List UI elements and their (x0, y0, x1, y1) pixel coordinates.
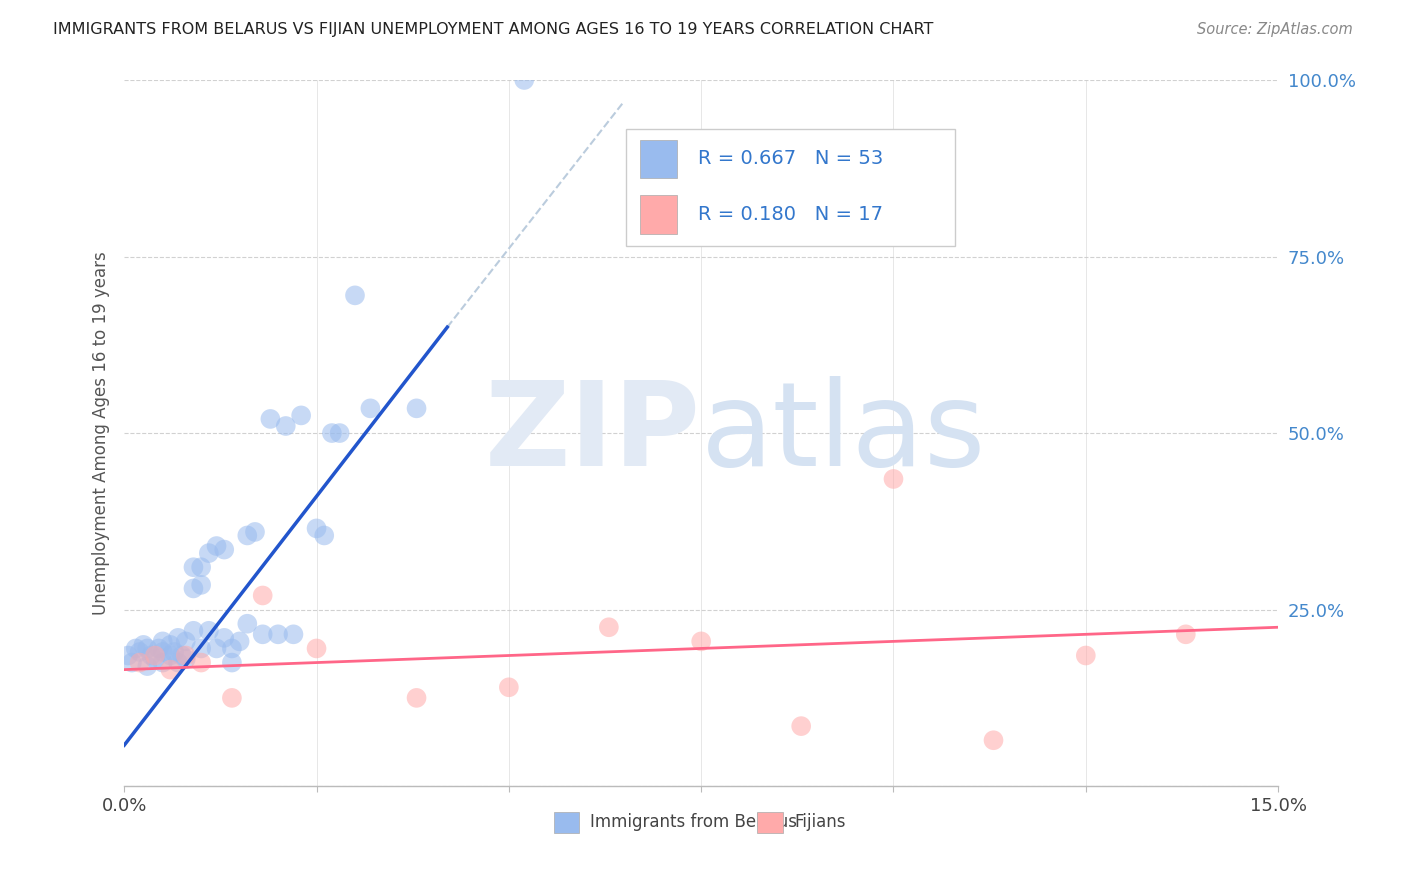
Point (190, 641, 212, 656)
Point (212, 631, 235, 645)
Point (159, 638, 181, 652)
Text: R = 0.180   N = 17: R = 0.180 N = 17 (697, 205, 883, 225)
Point (221, 690, 243, 705)
Point (236, 616, 259, 631)
Point (983, 733, 1005, 747)
Text: atlas: atlas (702, 376, 987, 491)
Text: IMMIGRANTS FROM BELARUS VS FIJIAN UNEMPLOYMENT AMONG AGES 16 TO 19 YEARS CORRELA: IMMIGRANTS FROM BELARUS VS FIJIAN UNEMPL… (53, 22, 934, 37)
Point (359, 401, 381, 416)
Point (152, 634, 174, 648)
Text: ZIP: ZIP (485, 376, 702, 491)
Point (690, 634, 713, 648)
Point (174, 652, 197, 666)
Point (283, 627, 305, 641)
Point (343, 288, 366, 302)
Point (163, 645, 186, 659)
Text: R = 0.667   N = 53: R = 0.667 N = 53 (697, 150, 883, 169)
Point (221, 641, 243, 656)
Point (190, 656, 212, 670)
Point (121, 656, 143, 670)
Point (190, 560, 212, 574)
Text: Source: ZipAtlas.com: Source: ZipAtlas.com (1197, 22, 1353, 37)
Point (132, 638, 155, 652)
Point (174, 634, 197, 648)
Point (143, 652, 166, 666)
Point (183, 582, 205, 596)
Y-axis label: Unemployment Among Ages 16 to 19 years: Unemployment Among Ages 16 to 19 years (93, 252, 110, 615)
Point (183, 624, 205, 638)
Point (117, 648, 139, 663)
Point (267, 627, 290, 641)
Point (167, 656, 190, 670)
Point (790, 719, 813, 733)
Point (205, 641, 228, 656)
Point (198, 624, 221, 638)
Point (405, 690, 427, 705)
Point (183, 560, 205, 574)
Point (170, 648, 193, 663)
Point (243, 524, 266, 539)
Point (1074, 648, 1097, 663)
Point (513, 73, 536, 87)
Point (152, 645, 174, 659)
Point (128, 656, 150, 670)
Point (143, 648, 166, 663)
Point (139, 648, 162, 663)
Point (228, 634, 250, 648)
Point (314, 528, 336, 542)
Point (152, 656, 174, 670)
Point (128, 645, 150, 659)
Point (159, 663, 181, 677)
Point (598, 620, 620, 634)
Bar (640, 195, 676, 235)
Point (159, 648, 181, 663)
Bar (640, 139, 676, 178)
Point (252, 627, 274, 641)
Point (274, 419, 297, 434)
Point (236, 528, 259, 542)
Point (882, 472, 904, 486)
Point (252, 589, 274, 603)
Point (305, 521, 328, 535)
Point (174, 648, 197, 663)
FancyBboxPatch shape (626, 129, 955, 246)
Text: Fijians: Fijians (794, 814, 845, 831)
Point (212, 542, 235, 557)
Point (167, 631, 190, 645)
Point (198, 546, 221, 560)
Point (125, 641, 148, 656)
Point (221, 656, 243, 670)
Point (136, 659, 159, 673)
Point (405, 401, 427, 416)
Point (1174, 627, 1197, 641)
Point (205, 539, 228, 553)
Point (136, 641, 159, 656)
Text: Immigrants from Belarus: Immigrants from Belarus (591, 814, 797, 831)
Point (290, 409, 312, 423)
Point (321, 425, 343, 440)
Point (498, 680, 520, 694)
Point (190, 578, 212, 592)
Point (259, 412, 281, 426)
Point (148, 641, 170, 656)
Point (329, 425, 352, 440)
Point (305, 641, 328, 656)
